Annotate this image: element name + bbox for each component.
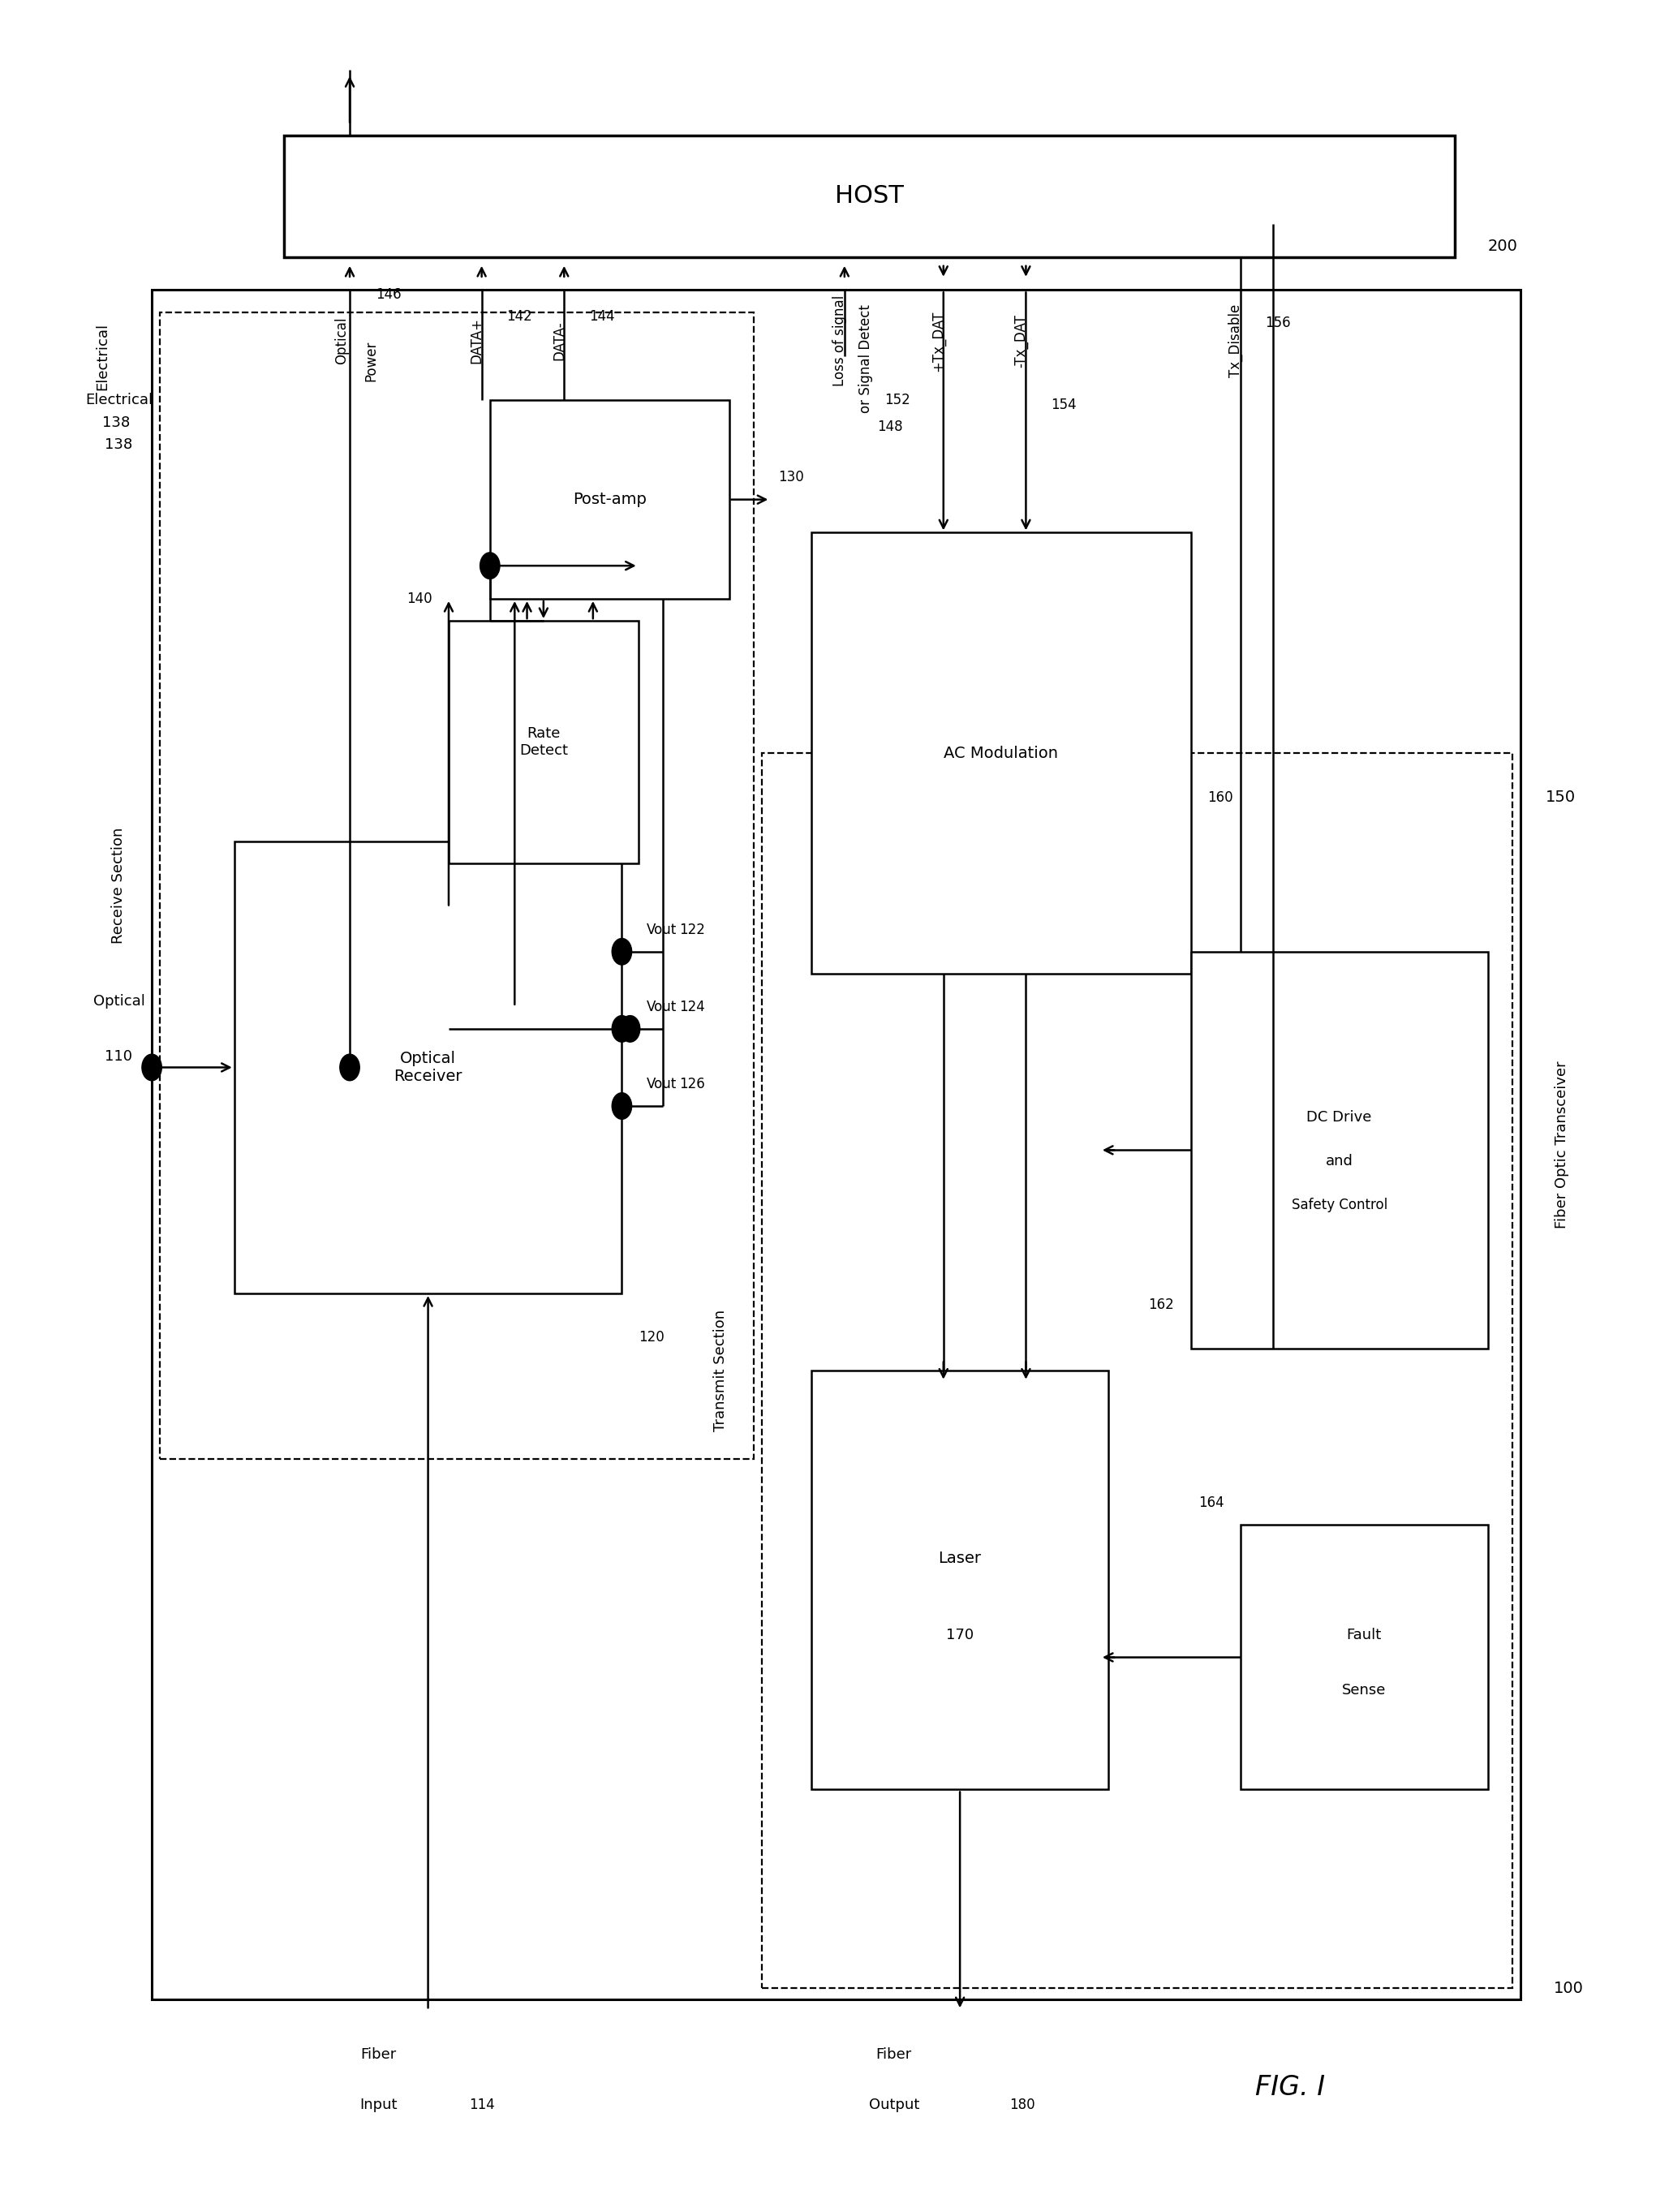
Text: Loss of signal: Loss of signal: [833, 294, 846, 387]
Circle shape: [613, 938, 631, 964]
Text: Sense: Sense: [1341, 1683, 1386, 1697]
Text: 130: 130: [778, 471, 805, 484]
Circle shape: [480, 553, 500, 580]
Circle shape: [339, 1055, 359, 1082]
Text: 154: 154: [1050, 398, 1076, 411]
Text: Electrical: Electrical: [94, 323, 109, 389]
FancyBboxPatch shape: [449, 622, 638, 863]
Text: Transmit Section: Transmit Section: [714, 1310, 729, 1431]
Text: Output: Output: [869, 2097, 919, 2112]
Circle shape: [621, 1015, 639, 1042]
Text: 156: 156: [1265, 316, 1290, 330]
Text: 180: 180: [1010, 2097, 1035, 2112]
Text: 138: 138: [104, 438, 132, 451]
Text: 152: 152: [884, 394, 911, 407]
Text: HOST: HOST: [835, 184, 904, 208]
Text: Optical: Optical: [335, 316, 349, 365]
Text: 126: 126: [679, 1077, 705, 1091]
FancyBboxPatch shape: [811, 1371, 1108, 1790]
Text: Power: Power: [364, 341, 379, 380]
Text: 164: 164: [1199, 1495, 1224, 1511]
Text: Optical
Receiver: Optical Receiver: [394, 1051, 462, 1084]
Text: Vout: Vout: [646, 1077, 677, 1091]
Text: Fault: Fault: [1346, 1628, 1381, 1644]
Text: DATA+: DATA+: [469, 319, 484, 365]
Circle shape: [142, 1055, 162, 1082]
Text: 150: 150: [1545, 790, 1575, 805]
Text: 110: 110: [104, 1048, 132, 1064]
Text: -Tx_DAT: -Tx_DAT: [1013, 314, 1028, 367]
Text: 114: 114: [469, 2097, 495, 2112]
Text: Electrical: Electrical: [84, 394, 152, 407]
Circle shape: [613, 1015, 631, 1042]
Text: Receive Section: Receive Section: [111, 827, 126, 945]
FancyBboxPatch shape: [490, 400, 729, 599]
Text: DATA-: DATA-: [551, 321, 566, 361]
Text: Fiber Optic Transceiver: Fiber Optic Transceiver: [1555, 1062, 1570, 1228]
Text: 160: 160: [1207, 790, 1234, 805]
Text: 120: 120: [638, 1329, 664, 1345]
Text: +Tx_DAT: +Tx_DAT: [931, 310, 946, 372]
FancyBboxPatch shape: [283, 135, 1454, 257]
Text: 200: 200: [1487, 239, 1517, 254]
FancyBboxPatch shape: [1240, 1524, 1487, 1790]
Text: or Signal Detect: or Signal Detect: [858, 303, 873, 414]
Circle shape: [613, 1093, 631, 1119]
Text: 144: 144: [590, 310, 614, 323]
FancyBboxPatch shape: [811, 533, 1191, 973]
Text: 122: 122: [679, 922, 705, 938]
Text: Vout: Vout: [646, 1000, 677, 1013]
Text: Laser: Laser: [939, 1551, 982, 1566]
FancyBboxPatch shape: [1191, 951, 1487, 1349]
Text: AC Modulation: AC Modulation: [944, 745, 1058, 761]
Text: 140: 140: [406, 591, 432, 606]
Text: Vout: Vout: [646, 922, 677, 938]
Text: Fiber: Fiber: [361, 2046, 396, 2062]
Text: 100: 100: [1553, 1980, 1583, 1995]
Text: Safety Control: Safety Control: [1292, 1199, 1388, 1212]
Text: Post-amp: Post-amp: [573, 491, 646, 507]
Text: and: and: [1325, 1155, 1353, 1168]
Text: Optical: Optical: [93, 993, 144, 1009]
Text: Rate
Detect: Rate Detect: [520, 726, 568, 759]
Text: FIG. I: FIG. I: [1255, 2075, 1325, 2101]
Text: Tx_Disable: Tx_Disable: [1229, 305, 1242, 378]
Text: DC Drive: DC Drive: [1307, 1110, 1371, 1124]
Text: 148: 148: [878, 420, 903, 434]
Text: 146: 146: [376, 288, 402, 301]
Text: Fiber: Fiber: [876, 2046, 912, 2062]
Text: 162: 162: [1149, 1296, 1174, 1312]
Text: 142: 142: [507, 310, 532, 323]
Text: 170: 170: [946, 1628, 974, 1644]
FancyBboxPatch shape: [233, 841, 623, 1294]
Text: 138: 138: [103, 416, 131, 429]
Text: 124: 124: [679, 1000, 705, 1013]
Text: Input: Input: [359, 2097, 397, 2112]
